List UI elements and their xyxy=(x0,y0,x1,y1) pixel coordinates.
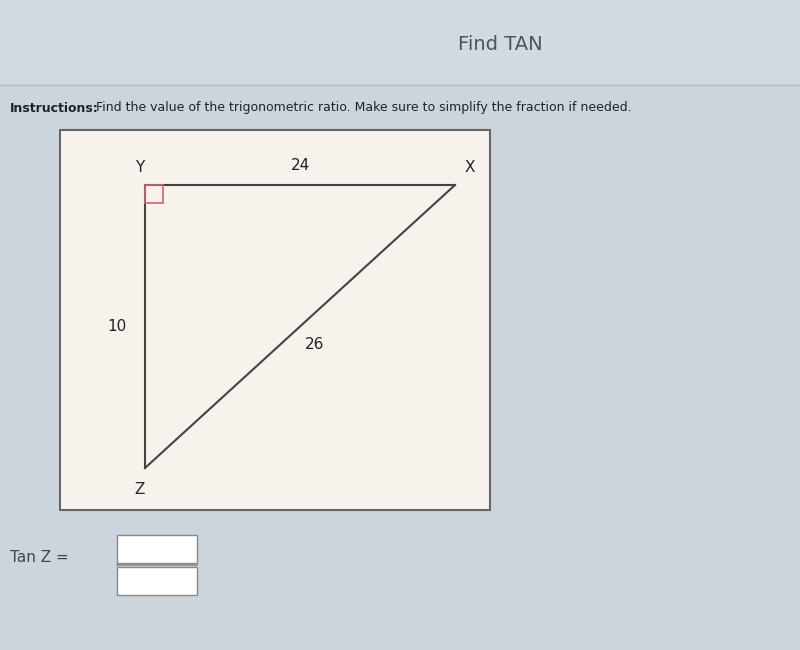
Text: Z: Z xyxy=(135,482,145,497)
Text: 10: 10 xyxy=(107,319,126,334)
Bar xyxy=(60,130,490,510)
Text: 24: 24 xyxy=(290,157,310,172)
Text: Find the value of the trigonometric ratio. Make sure to simplify the fraction if: Find the value of the trigonometric rati… xyxy=(92,101,632,114)
Text: Tan Z =: Tan Z = xyxy=(10,551,69,566)
Text: Instructions:: Instructions: xyxy=(10,101,98,114)
Bar xyxy=(117,535,197,563)
Text: 26: 26 xyxy=(306,337,325,352)
Text: Find TAN: Find TAN xyxy=(458,36,542,55)
Text: X: X xyxy=(465,159,475,174)
Text: Y: Y xyxy=(135,159,145,174)
Bar xyxy=(145,185,163,203)
Bar xyxy=(0,0,800,85)
Bar xyxy=(117,567,197,595)
